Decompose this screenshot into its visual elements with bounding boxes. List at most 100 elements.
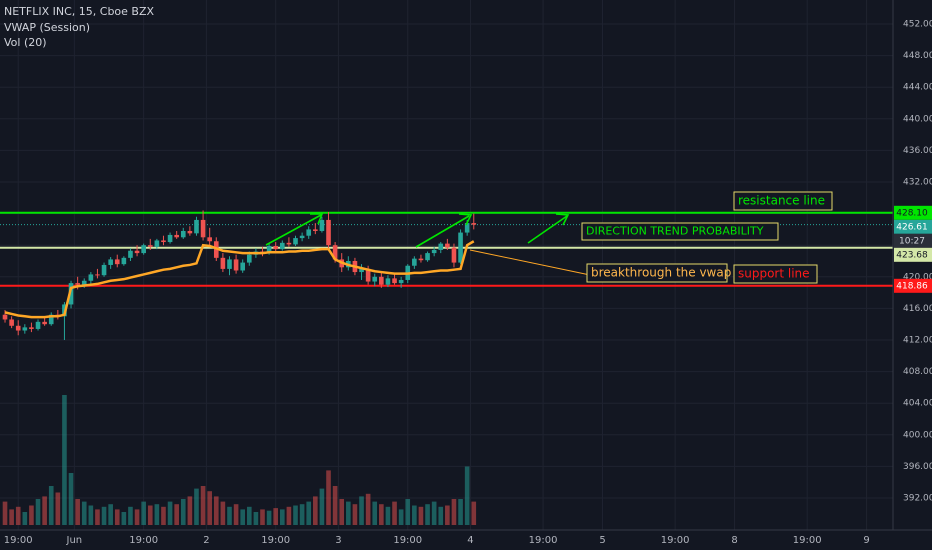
arrow bbox=[415, 215, 470, 248]
candle-body bbox=[286, 242, 292, 245]
candle-body bbox=[425, 253, 430, 261]
candle-body bbox=[22, 327, 28, 331]
volume-bar bbox=[405, 499, 411, 525]
candles bbox=[2, 210, 477, 340]
volume-bar bbox=[187, 496, 193, 525]
volume-bar bbox=[458, 499, 463, 525]
volume-bar bbox=[194, 488, 199, 525]
x-tick-label: 3 bbox=[335, 535, 341, 546]
candle-body bbox=[108, 259, 113, 265]
volume-bar bbox=[372, 501, 378, 525]
y-tick-label: 444.00 bbox=[903, 83, 932, 93]
volume-bar bbox=[167, 501, 173, 525]
arrow bbox=[265, 214, 322, 246]
candle-body bbox=[81, 280, 87, 285]
volume-bar bbox=[332, 486, 338, 525]
volume-bar bbox=[392, 501, 397, 525]
candle-body bbox=[121, 257, 127, 265]
annotation: support line bbox=[738, 267, 810, 281]
price-label: 423.68 bbox=[896, 250, 928, 260]
candle-body bbox=[392, 278, 397, 284]
y-tick-label: 452.00 bbox=[903, 20, 932, 30]
volume-bar bbox=[42, 496, 47, 525]
volume-bar bbox=[431, 501, 437, 525]
candle-body bbox=[134, 250, 140, 254]
candle-body bbox=[326, 219, 331, 246]
volume-bar bbox=[22, 512, 28, 525]
volume-bar bbox=[9, 509, 14, 525]
candle-body bbox=[75, 283, 80, 285]
volume-bar bbox=[425, 504, 430, 525]
volume-bar bbox=[385, 506, 391, 525]
x-tick-label: 9 bbox=[863, 535, 869, 546]
volume-bar bbox=[161, 506, 166, 525]
volume-bar bbox=[207, 491, 212, 525]
candle-body bbox=[273, 245, 279, 250]
volume-bar bbox=[379, 504, 384, 525]
y-tick-label: 408.00 bbox=[903, 367, 932, 377]
trend-arrows bbox=[265, 213, 570, 248]
candle-body bbox=[68, 283, 74, 305]
volume-bar bbox=[121, 512, 127, 525]
candle-body bbox=[114, 259, 120, 265]
candle-body bbox=[227, 259, 232, 269]
candle-body bbox=[29, 327, 34, 329]
indicator-label: VWAP (Session) bbox=[4, 21, 90, 34]
volume-bar bbox=[471, 501, 477, 525]
volume-bar bbox=[365, 493, 371, 525]
volume-bar bbox=[180, 499, 186, 525]
y-tick-label: 420.00 bbox=[903, 272, 932, 282]
candle-body bbox=[207, 237, 212, 242]
volume-bar bbox=[95, 509, 100, 525]
candle-body bbox=[101, 264, 107, 276]
candle-body bbox=[313, 229, 318, 231]
candle-body bbox=[233, 259, 239, 271]
y-tick-label: 432.00 bbox=[903, 178, 932, 188]
candle-body bbox=[95, 274, 100, 276]
x-tick-label: 4 bbox=[467, 535, 473, 546]
x-tick-label: 19:00 bbox=[261, 535, 290, 546]
y-tick-label: 412.00 bbox=[903, 336, 932, 346]
candle-body bbox=[319, 219, 325, 231]
volume-bar bbox=[240, 509, 246, 525]
chart-title: NETFLIX INC, 15, Cboe BZX bbox=[4, 5, 155, 18]
candle-body bbox=[35, 321, 41, 329]
candle-body bbox=[48, 314, 54, 325]
x-tick-label: 5 bbox=[599, 535, 605, 546]
volume-bar bbox=[213, 496, 219, 525]
indicator-label: Vol (20) bbox=[4, 36, 47, 49]
volume-bar bbox=[438, 506, 444, 525]
candle-body bbox=[200, 219, 206, 238]
candle-body bbox=[240, 262, 246, 271]
volume-bar bbox=[68, 473, 74, 525]
volume-bar bbox=[88, 505, 94, 525]
volume-bar bbox=[313, 496, 318, 525]
candle-body bbox=[88, 274, 94, 281]
volume-bar bbox=[55, 492, 61, 525]
y-tick-label: 392.00 bbox=[903, 494, 932, 504]
volume-bar bbox=[141, 501, 146, 525]
candle-body bbox=[187, 230, 193, 234]
candle-body bbox=[398, 279, 404, 284]
price-label: 426.61 bbox=[896, 222, 928, 232]
candle-body bbox=[279, 242, 285, 250]
candle-body bbox=[174, 234, 179, 238]
y-tick-label: 396.00 bbox=[903, 462, 932, 472]
volume-bar bbox=[62, 395, 67, 525]
countdown-box bbox=[894, 233, 932, 248]
volume-bar bbox=[128, 506, 133, 525]
price-label-box bbox=[894, 247, 932, 262]
volume-bar bbox=[352, 504, 358, 525]
volume-bar bbox=[464, 466, 470, 525]
candle-body bbox=[431, 249, 437, 254]
x-tick-label: 2 bbox=[203, 535, 209, 546]
volume-bar bbox=[418, 506, 424, 525]
candle-body bbox=[167, 234, 173, 243]
candle-body bbox=[418, 258, 424, 261]
candle-body bbox=[464, 223, 470, 233]
x-tick-label: Jun bbox=[66, 535, 83, 546]
candle-body bbox=[438, 243, 444, 250]
y-tick-label: 404.00 bbox=[903, 399, 932, 409]
